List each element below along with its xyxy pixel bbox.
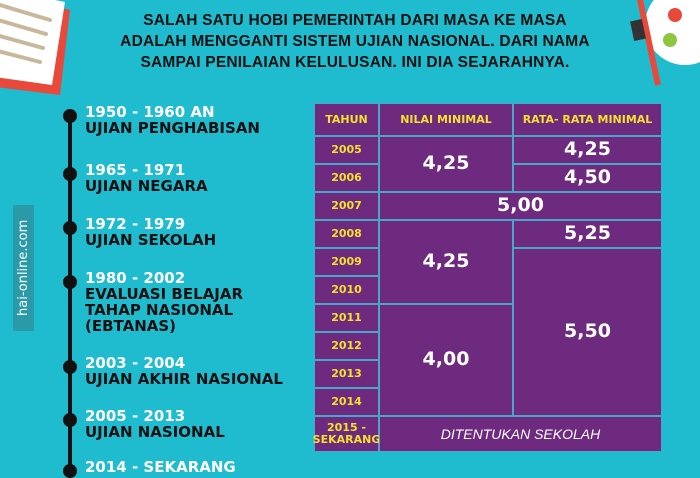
nilai-minimal-cell: 4,00 bbox=[379, 304, 513, 416]
timeline-dot bbox=[63, 464, 77, 478]
merged-2015-cell: DITENTUKAN SEKOLAH bbox=[379, 416, 662, 452]
year-cell: 2009 bbox=[314, 248, 379, 276]
timeline-years: 1965 - 1971 bbox=[85, 161, 186, 179]
timeline-dot bbox=[63, 109, 77, 123]
book-illustration bbox=[0, 0, 70, 95]
timeline-exam-name: EVALUASI BELAJAR bbox=[85, 285, 243, 303]
timeline-years: 1972 - 1979 bbox=[85, 215, 186, 233]
year-cell: 2015 - SEKARANG bbox=[313, 416, 380, 452]
year-cell: 2006 bbox=[314, 164, 379, 192]
timeline-line bbox=[68, 112, 72, 472]
rata-rata-minimal-cell: 5,50 bbox=[513, 248, 662, 416]
rata-rata-minimal-cell: 5,25 bbox=[513, 220, 662, 248]
year-cell: 2008 bbox=[314, 220, 379, 248]
nilai-minimal-cell: 4,25 bbox=[379, 136, 513, 192]
rata-rata-minimal-cell: 4,25 bbox=[513, 136, 662, 164]
nilai-minimal-cell: 4,25 bbox=[379, 220, 513, 304]
timeline-exam-name: UJIAN AKHIR NASIONAL bbox=[85, 370, 283, 388]
timeline-dot bbox=[63, 221, 77, 235]
timeline-exam-name: UJIAN SEKOLAH bbox=[85, 231, 217, 249]
timeline-years: 2014 - SEKARANG bbox=[85, 458, 236, 476]
timeline-exam-name: (EBTANAS) bbox=[85, 317, 177, 335]
palette-brush-illustration bbox=[630, 0, 700, 86]
timeline-exam-name: UJIAN PENGHABISAN bbox=[85, 119, 260, 137]
watermark: hai-online.com bbox=[13, 205, 34, 331]
year-cell: 2011 bbox=[314, 304, 379, 332]
timeline-dot bbox=[63, 167, 77, 181]
year-cell: 2010 bbox=[314, 276, 379, 304]
timeline-years: 2003 - 2004 bbox=[85, 354, 186, 372]
column-header: TAHUN bbox=[314, 103, 379, 136]
timeline-exam-name: TAHAP NASIONAL bbox=[85, 301, 234, 319]
year-cell: 2012 bbox=[314, 332, 379, 360]
merged-2007-cell: 5,00 bbox=[379, 192, 662, 220]
column-header: RATA- RATA MINIMAL bbox=[513, 103, 662, 136]
timeline-dot bbox=[63, 275, 77, 289]
timeline-exam-name: UJIAN NASIONAL bbox=[85, 423, 225, 441]
timeline-exam-name: UJIAN NEGARA bbox=[85, 177, 208, 195]
intro-text: SALAH SATU HOBI PEMERINTAH DARI MASA KE … bbox=[120, 12, 590, 71]
timeline-years: 1980 - 2002 bbox=[85, 269, 186, 287]
timeline-dot bbox=[63, 413, 77, 427]
timeline-years: 1950 - 1960 AN bbox=[85, 103, 215, 121]
year-cell: 2007 bbox=[314, 192, 379, 220]
rata-rata-minimal-cell: 4,50 bbox=[513, 164, 662, 192]
year-cell: 2013 bbox=[314, 360, 379, 388]
exam-score-table: TAHUN NILAI MINIMAL RATA- RATA MINIMAL 2005… bbox=[313, 103, 662, 452]
timeline-dot bbox=[63, 360, 77, 374]
year-cell: 2014 bbox=[314, 388, 379, 416]
timeline-years: 2005 - 2013 bbox=[85, 407, 186, 425]
year-cell: 2005 bbox=[314, 136, 379, 164]
column-header: NILAI MINIMAL bbox=[379, 103, 513, 136]
